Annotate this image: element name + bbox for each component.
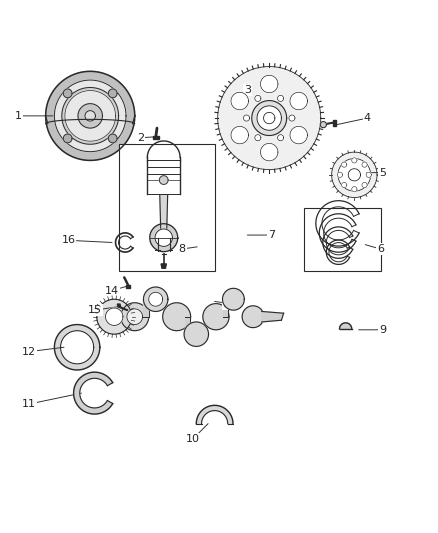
Polygon shape [366,172,371,177]
Polygon shape [126,285,130,288]
Polygon shape [149,292,162,306]
Polygon shape [257,106,282,130]
Polygon shape [160,195,168,228]
Polygon shape [85,111,95,121]
Polygon shape [162,303,191,330]
Polygon shape [231,92,248,110]
Bar [119,144,215,271]
Polygon shape [290,92,307,110]
Polygon shape [362,162,367,167]
Polygon shape [117,304,121,306]
Text: 16: 16 [61,235,112,245]
Polygon shape [261,143,278,161]
Polygon shape [62,87,119,144]
Polygon shape [64,134,72,143]
Polygon shape [97,299,132,334]
Polygon shape [223,299,228,317]
Polygon shape [64,89,72,98]
Polygon shape [108,134,117,143]
Polygon shape [252,101,287,135]
Polygon shape [159,176,168,184]
Text: 5: 5 [367,168,386,177]
Polygon shape [46,71,135,160]
Polygon shape [127,309,143,325]
Polygon shape [223,288,244,310]
Polygon shape [143,299,149,317]
Text: 3: 3 [244,85,252,95]
Polygon shape [289,115,295,121]
Text: 15: 15 [88,305,119,315]
Text: 6: 6 [365,244,384,254]
Polygon shape [218,67,321,169]
Polygon shape [337,172,343,177]
Polygon shape [106,308,123,326]
Polygon shape [150,224,178,252]
Polygon shape [108,89,117,98]
Text: 8: 8 [178,244,197,254]
Polygon shape [332,152,377,198]
Polygon shape [54,325,100,370]
Polygon shape [152,136,159,139]
Polygon shape [352,158,357,163]
Polygon shape [338,158,371,191]
Text: 7: 7 [247,230,275,240]
Text: 2: 2 [137,133,155,143]
Polygon shape [255,135,261,141]
Polygon shape [362,182,367,188]
Polygon shape [155,229,173,246]
Polygon shape [74,372,113,414]
Polygon shape [352,187,357,192]
Polygon shape [290,126,307,144]
Polygon shape [78,103,102,128]
Polygon shape [60,330,94,364]
Text: 10: 10 [186,424,208,444]
Polygon shape [121,303,149,330]
Polygon shape [184,317,190,334]
Polygon shape [196,406,233,424]
Polygon shape [278,95,284,101]
Polygon shape [65,91,116,141]
Polygon shape [231,126,248,144]
Polygon shape [161,264,166,268]
Polygon shape [342,162,347,167]
Polygon shape [333,120,336,126]
Text: 4: 4 [337,113,371,125]
Text: 12: 12 [22,346,64,357]
Text: 13: 13 [215,298,237,309]
Bar [304,207,381,271]
Polygon shape [203,304,229,330]
Polygon shape [244,115,250,121]
Polygon shape [262,311,284,322]
Polygon shape [242,306,264,328]
Text: 14: 14 [105,286,127,295]
Polygon shape [320,122,326,128]
Polygon shape [261,75,278,93]
Text: 9: 9 [359,325,386,335]
Polygon shape [54,80,126,152]
Polygon shape [278,135,284,141]
Polygon shape [342,182,347,188]
Polygon shape [339,323,352,329]
Text: 1: 1 [14,111,53,121]
Polygon shape [184,322,208,346]
Text: 11: 11 [22,393,81,409]
Polygon shape [255,95,261,101]
Polygon shape [144,287,168,311]
